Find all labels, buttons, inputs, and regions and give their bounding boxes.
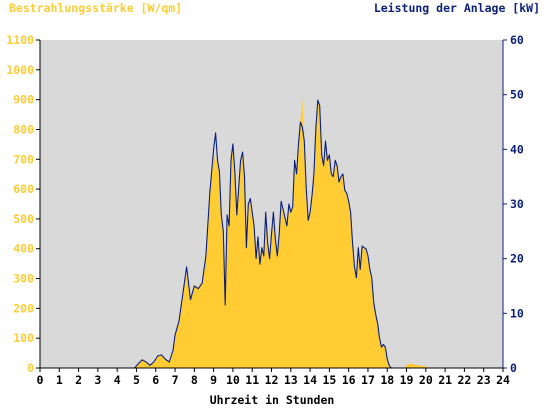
x-tick-label: 1 [56,373,63,387]
x-tick-label: 20 [419,373,433,387]
series-irradiance-area [40,99,503,368]
right-tick-label: 40 [510,142,524,156]
left-tick-label: 300 [13,272,34,286]
x-tick-label: 16 [342,373,356,387]
right-axis-title: Leistung der Anlage [kW] [373,1,540,15]
left-tick-label: 900 [13,93,34,107]
right-tick-label: 10 [510,306,524,320]
left-tick-label: 1000 [6,63,34,77]
x-tick-label: 5 [133,373,140,387]
x-tick-label: 0 [37,373,44,387]
left-tick-label: 800 [13,122,34,136]
right-tick-label: 30 [510,197,524,211]
left-tick-label: 700 [13,152,34,166]
x-tick-label: 23 [477,373,491,387]
left-tick-label: 500 [13,212,34,226]
x-axis-label: Uhrzeit in Stunden [209,393,335,407]
right-tick-label: 60 [510,33,524,47]
x-tick-label: 12 [265,373,279,387]
right-tick-label: 0 [510,361,517,375]
x-tick-label: 10 [226,373,240,387]
x-tick-label: 21 [438,373,452,387]
x-tick-label: 15 [322,373,336,387]
x-tick-label: 4 [114,373,121,387]
right-tick-label: 20 [510,252,524,266]
x-tick-label: 22 [457,373,471,387]
x-tick-label: 9 [210,373,217,387]
x-tick-label: 13 [284,373,298,387]
x-tick-label: 7 [172,373,179,387]
right-tick-label: 50 [510,88,524,102]
x-tick-label: 18 [380,373,394,387]
left-tick-label: 400 [13,242,34,256]
x-tick-label: 2 [75,373,82,387]
series-power-line [40,99,503,369]
x-tick-label: 3 [94,373,101,387]
x-tick-label: 19 [400,373,414,387]
x-tick-label: 17 [361,373,375,387]
left-tick-label: 200 [13,301,34,315]
left-axis-title: Bestrahlungsstärke [W/qm] [9,1,183,15]
left-tick-label: 600 [13,182,34,196]
x-tick-label: 24 [496,373,510,387]
left-tick-label: 1100 [6,33,34,47]
left-tick-label: 100 [13,331,34,345]
x-tick-label: 14 [303,373,317,387]
x-tick-label: 11 [245,373,259,387]
left-tick-label: 0 [27,361,34,375]
x-tick-label: 8 [191,373,198,387]
x-tick-label: 6 [152,373,159,387]
